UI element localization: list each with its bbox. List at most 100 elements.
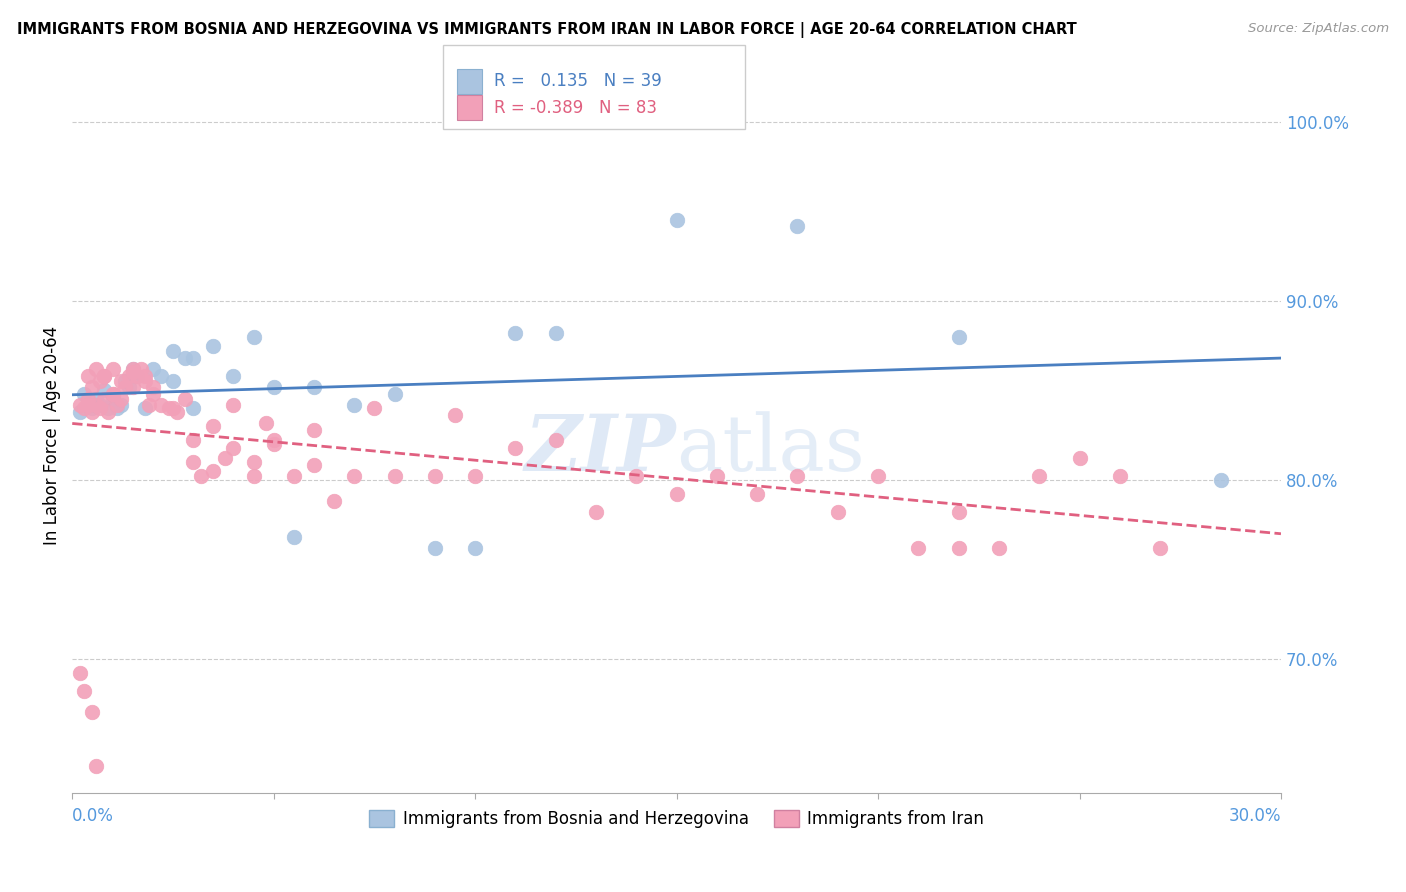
Point <box>181 434 204 448</box>
Point <box>142 387 165 401</box>
Point <box>101 392 124 407</box>
Point <box>202 419 225 434</box>
Point <box>222 441 245 455</box>
Point <box>129 362 152 376</box>
Text: atlas: atlas <box>676 411 865 487</box>
Point <box>505 441 527 455</box>
Point <box>423 541 446 555</box>
Point <box>162 401 184 416</box>
Point <box>505 326 527 340</box>
Point <box>242 469 264 483</box>
Point <box>138 398 160 412</box>
Point <box>149 369 172 384</box>
Point <box>121 362 143 376</box>
Point <box>786 219 808 233</box>
Point <box>283 530 305 544</box>
Point <box>384 469 406 483</box>
Point <box>786 469 808 483</box>
Point <box>263 434 285 448</box>
Point <box>544 434 567 448</box>
Point <box>142 380 165 394</box>
Point <box>444 409 467 423</box>
Point <box>101 387 124 401</box>
Point <box>114 380 136 394</box>
Point <box>110 392 132 407</box>
Text: R = -0.389   N = 83: R = -0.389 N = 83 <box>494 99 657 117</box>
Point <box>86 362 108 376</box>
Point <box>162 375 184 389</box>
Point <box>77 398 100 412</box>
Point <box>73 401 96 416</box>
Point <box>263 380 285 394</box>
Point <box>110 375 132 389</box>
Point <box>181 455 204 469</box>
Point <box>302 423 325 437</box>
Point <box>907 541 929 555</box>
Point <box>464 541 486 555</box>
Point <box>105 398 128 412</box>
Point <box>157 401 180 416</box>
Point <box>82 380 104 394</box>
Point <box>1069 451 1091 466</box>
Point <box>86 759 108 773</box>
Point <box>1028 469 1050 483</box>
Point <box>948 329 970 343</box>
Point <box>948 505 970 519</box>
Point <box>149 398 172 412</box>
Point <box>222 369 245 384</box>
Point <box>110 398 132 412</box>
Point <box>77 392 100 407</box>
Point <box>174 392 197 407</box>
Text: 30.0%: 30.0% <box>1229 807 1281 825</box>
Point <box>93 369 115 384</box>
Point <box>86 398 108 412</box>
Point <box>69 405 91 419</box>
Point <box>101 387 124 401</box>
Point <box>93 384 115 398</box>
Point <box>117 369 139 384</box>
Y-axis label: In Labor Force | Age 20-64: In Labor Force | Age 20-64 <box>44 326 60 545</box>
Point <box>363 401 385 416</box>
Point <box>97 405 120 419</box>
Point <box>77 369 100 384</box>
Point <box>77 398 100 412</box>
Point <box>125 369 148 384</box>
Point <box>114 375 136 389</box>
Point <box>121 366 143 380</box>
Text: 0.0%: 0.0% <box>72 807 114 825</box>
Point <box>302 380 325 394</box>
Point <box>73 387 96 401</box>
Point <box>69 665 91 680</box>
Point <box>263 437 285 451</box>
Point <box>626 469 648 483</box>
Point <box>101 362 124 376</box>
Point <box>82 401 104 416</box>
Point <box>1108 469 1130 483</box>
Point <box>706 469 728 483</box>
Point <box>544 326 567 340</box>
Point <box>464 469 486 483</box>
Point <box>89 398 111 412</box>
Point <box>665 213 688 227</box>
Point <box>174 351 197 366</box>
Point <box>302 458 325 473</box>
Point <box>86 392 108 407</box>
Point <box>181 401 204 416</box>
Text: IMMIGRANTS FROM BOSNIA AND HERZEGOVINA VS IMMIGRANTS FROM IRAN IN LABOR FORCE | : IMMIGRANTS FROM BOSNIA AND HERZEGOVINA V… <box>17 22 1077 38</box>
Point <box>82 405 104 419</box>
Point <box>89 401 111 416</box>
Point <box>1209 473 1232 487</box>
Point <box>747 487 769 501</box>
Point <box>948 541 970 555</box>
Legend: Immigrants from Bosnia and Herzegovina, Immigrants from Iran: Immigrants from Bosnia and Herzegovina, … <box>363 803 991 834</box>
Point <box>121 362 143 376</box>
Point <box>585 505 607 519</box>
Text: Source: ZipAtlas.com: Source: ZipAtlas.com <box>1249 22 1389 36</box>
Point <box>142 362 165 376</box>
Point <box>181 351 204 366</box>
Point <box>1149 541 1171 555</box>
Point <box>190 469 212 483</box>
Point <box>868 469 890 483</box>
Text: ZIP: ZIP <box>524 411 676 488</box>
Point <box>97 401 120 416</box>
